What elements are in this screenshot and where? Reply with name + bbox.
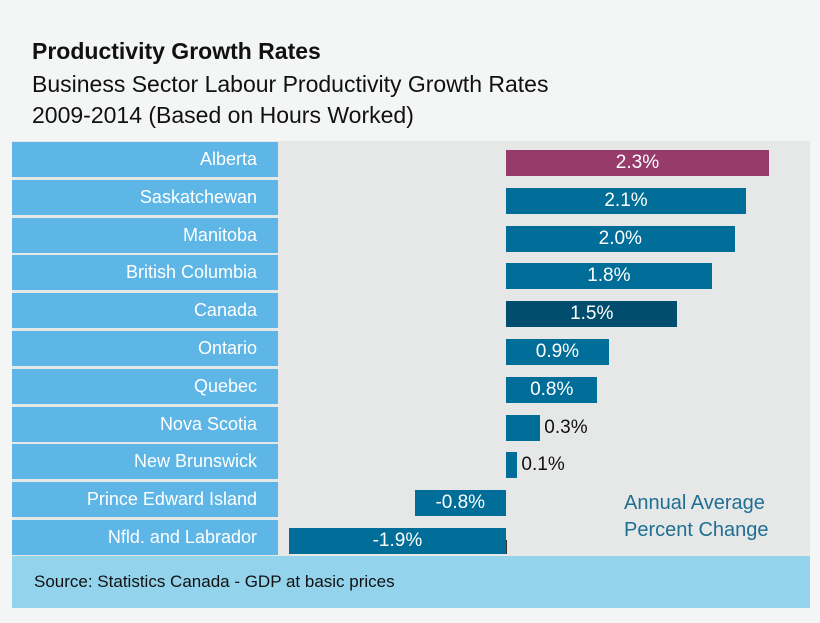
- bar: [506, 376, 598, 403]
- bar: [288, 528, 506, 554]
- source-footer: Source: Statistics Canada - GDP at basic…: [12, 556, 810, 608]
- chart-title: Productivity Growth Rates: [32, 38, 321, 64]
- bar: [506, 150, 769, 176]
- category-label: British Columbia: [12, 255, 278, 291]
- category-label: Nova Scotia: [12, 406, 278, 442]
- bar: [506, 414, 541, 441]
- category-label: Quebec: [12, 368, 278, 404]
- annotation-line-2: Percent Change: [624, 519, 769, 541]
- annotation: Annual Average Percent Change: [624, 490, 769, 544]
- category-label: Saskatchewan: [12, 179, 278, 215]
- category-label: Nfld. and Labrador: [12, 520, 278, 555]
- bar: [506, 301, 678, 328]
- bar: [506, 263, 712, 290]
- data-label: 2.3%: [615, 152, 660, 173]
- data-label: -0.8%: [435, 492, 486, 514]
- data-label: 2.0%: [598, 227, 642, 249]
- bar: [414, 490, 506, 517]
- data-label: -1.9%: [372, 530, 423, 551]
- annotation-line-1: Annual Average: [624, 492, 765, 514]
- category-label: Manitoba: [12, 217, 278, 253]
- category-label: Ontario: [12, 331, 278, 366]
- category-label: New Brunswick: [12, 444, 278, 480]
- chart-subtitle: Business Sector Labour Productivity Grow…: [32, 69, 548, 131]
- data-label: 1.8%: [587, 265, 631, 287]
- category-label: Alberta: [12, 142, 278, 177]
- data-label: 0.9%: [535, 341, 580, 362]
- category-label: Canada: [12, 293, 278, 329]
- data-label: 0.3%: [544, 416, 588, 438]
- data-label: 2.1%: [604, 189, 648, 211]
- data-label: 0.1%: [521, 454, 565, 476]
- data-label: 1.5%: [570, 303, 614, 325]
- category-label: Prince Edward Island: [12, 482, 278, 518]
- bar: [506, 339, 609, 365]
- data-label: 0.8%: [530, 378, 574, 400]
- source-text: Source: Statistics Canada - GDP at basic…: [34, 572, 395, 591]
- zero-axis-tick: [506, 540, 507, 554]
- bar: [506, 452, 518, 479]
- subtitle-line-2: 2009-2014 (Based on Hours Worked): [32, 102, 414, 128]
- bar: [506, 187, 747, 214]
- subtitle-line-1: Business Sector Labour Productivity Grow…: [32, 71, 549, 97]
- bar: [506, 225, 735, 252]
